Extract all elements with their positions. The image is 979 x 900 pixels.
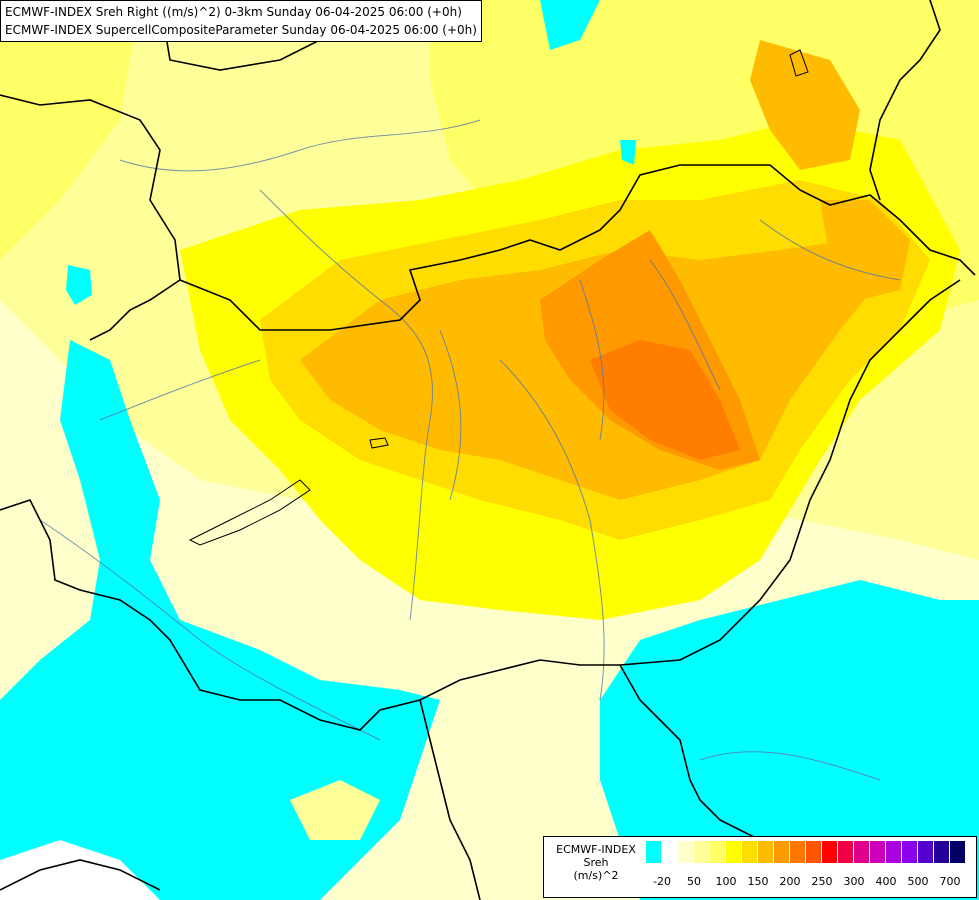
legend-title-line-3: (m/s)^2 — [573, 869, 619, 882]
legend-swatch — [806, 841, 822, 863]
legend-tick-label: 100 — [715, 875, 737, 888]
legend-tick-label: 500 — [907, 875, 929, 888]
legend-swatch — [646, 841, 662, 863]
map-title-line-2: ECMWF-INDEX SupercellCompositeParameter … — [5, 23, 477, 37]
map-title-line-1: ECMWF-INDEX Sreh Right ((m/s)^2) 0-3km S… — [5, 5, 462, 19]
legend-tick-label: 300 — [843, 875, 865, 888]
legend-title-line-1: ECMWF-INDEX — [556, 843, 636, 856]
legend-swatch — [694, 841, 710, 863]
legend-swatch — [822, 841, 838, 863]
legend-swatch — [790, 841, 806, 863]
legend-swatch — [902, 841, 918, 863]
legend-swatch — [838, 841, 854, 863]
legend-tick-labels: -20 50 100 150 200 250 300 400 500 700 — [646, 875, 976, 889]
legend-swatch — [662, 841, 678, 863]
legend-tick-label: 50 — [687, 875, 701, 888]
legend-swatch — [950, 841, 966, 863]
legend-swatch — [758, 841, 774, 863]
legend-swatch — [886, 841, 902, 863]
legend-swatch — [854, 841, 870, 863]
legend-tick-label: 250 — [811, 875, 833, 888]
legend-tick-label: 200 — [779, 875, 801, 888]
legend-swatch — [726, 841, 742, 863]
map-title-box: ECMWF-INDEX Sreh Right ((m/s)^2) 0-3km S… — [0, 0, 482, 42]
legend-tick-label: 400 — [875, 875, 897, 888]
legend-tick-label: 150 — [747, 875, 769, 888]
legend-swatch — [934, 841, 950, 863]
legend-swatch — [918, 841, 934, 863]
color-legend: ECMWF-INDEX Sreh (m/s)^2 -20 50 100 150 200 2… — [543, 836, 977, 898]
legend-swatch — [774, 841, 790, 863]
legend-tick-label: -20 — [653, 875, 671, 888]
legend-title-line-2: Sreh — [583, 856, 609, 869]
legend-tick-label: 700 — [939, 875, 961, 888]
legend-color-scale — [646, 841, 966, 863]
legend-swatch — [678, 841, 694, 863]
legend-swatch — [742, 841, 758, 863]
legend-swatch — [710, 841, 726, 863]
legend-title: ECMWF-INDEX Sreh (m/s)^2 — [548, 843, 644, 882]
legend-swatch — [870, 841, 886, 863]
